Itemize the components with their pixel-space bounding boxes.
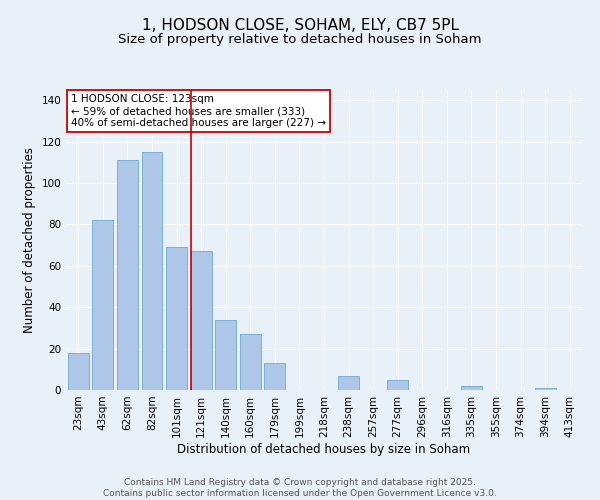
Bar <box>535 388 556 390</box>
Y-axis label: Number of detached properties: Number of detached properties <box>23 147 36 333</box>
Bar <box>142 152 163 390</box>
X-axis label: Distribution of detached houses by size in Soham: Distribution of detached houses by size … <box>178 442 470 456</box>
Bar <box>166 247 187 390</box>
Bar <box>191 252 212 390</box>
Bar <box>117 160 138 390</box>
Bar <box>338 376 359 390</box>
Text: 1, HODSON CLOSE, SOHAM, ELY, CB7 5PL: 1, HODSON CLOSE, SOHAM, ELY, CB7 5PL <box>142 18 458 32</box>
Text: Size of property relative to detached houses in Soham: Size of property relative to detached ho… <box>118 32 482 46</box>
Text: 1 HODSON CLOSE: 123sqm
← 59% of detached houses are smaller (333)
40% of semi-de: 1 HODSON CLOSE: 123sqm ← 59% of detached… <box>71 94 326 128</box>
Bar <box>68 353 89 390</box>
Text: Contains HM Land Registry data © Crown copyright and database right 2025.
Contai: Contains HM Land Registry data © Crown c… <box>103 478 497 498</box>
Bar <box>240 334 261 390</box>
Bar <box>92 220 113 390</box>
Bar <box>215 320 236 390</box>
Bar <box>265 363 286 390</box>
Bar <box>461 386 482 390</box>
Bar <box>387 380 408 390</box>
